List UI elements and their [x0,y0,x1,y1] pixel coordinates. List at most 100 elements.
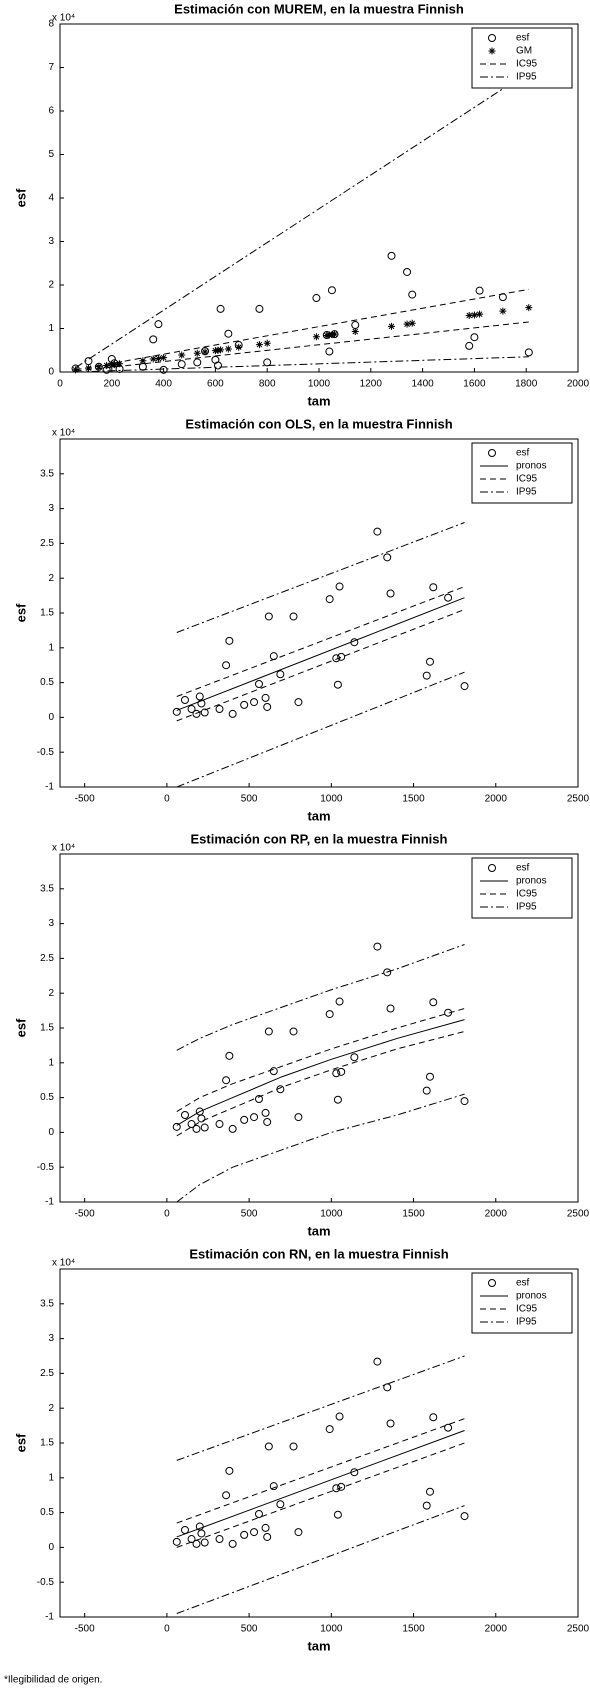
data-point [422,1086,431,1095]
y-tick-label: 3 [48,918,54,929]
y-axis-label: esf [13,1018,28,1037]
y-tick-label: -1 [45,782,54,793]
data-point [172,1537,181,1546]
y-tick-label: 3.5 [40,1298,54,1309]
x-tick-label: 0 [164,1624,170,1635]
data-point [426,657,434,666]
x-tick-label: 2000 [485,1624,508,1635]
x-tick-label: 1000 [320,1209,343,1220]
legend-label: IP95 [516,72,537,83]
data-point [373,942,382,951]
x-tick-label: 2500 [567,1209,590,1220]
x-tick-label: -500 [75,1209,95,1220]
y-tick-label: 2 [48,280,54,291]
data-point [387,251,396,260]
chart-title: Estimación con RN, en la muestra Finnish [189,1246,448,1261]
data-point [225,1466,234,1475]
data-point [154,355,162,363]
data-point [289,612,298,621]
data-point [139,357,147,365]
x-tick-label: 1500 [402,794,425,805]
data-point [200,1538,209,1547]
data-point [325,1010,334,1019]
data-point [325,347,334,356]
data-point [263,358,272,367]
y-tick-label: -0.5 [37,747,55,758]
data-point [250,1528,259,1537]
data-point [426,1072,434,1081]
chart-title: Estimación con OLS, en la muestra Finnis… [185,416,452,431]
x-tick-label: 2500 [567,1624,590,1635]
legend-marker [488,1279,496,1287]
data-point [216,304,225,313]
data-point [215,705,224,714]
y-tick-label: 2 [48,1403,54,1414]
data-point [159,365,168,374]
y-tick-label: 3.5 [40,883,54,894]
data-point [180,696,189,704]
lower-bound-line [176,1505,465,1614]
data-point [250,698,259,707]
data-point [429,998,438,1007]
data-point [408,290,417,299]
data-point [429,1413,438,1422]
legend-label: pronos [516,461,547,472]
legend: esf pronos IC95 IP95 [471,857,573,919]
y-tick-label: 7 [48,62,54,73]
data-point [294,1528,303,1537]
data-point [335,997,344,1006]
data-point [327,286,336,295]
chart-panel: Estimación con RN, en la muestra Finnish… [13,1246,589,1653]
y-tick-label: 1 [48,642,54,653]
x-axis-label: tam [307,1638,330,1653]
y-multiplier: x 10⁴ [52,843,75,854]
x-tick-label: 1000 [308,379,331,390]
data-point [222,1076,231,1085]
lower-bound-line [176,609,465,722]
data-point [261,1108,270,1117]
y-multiplier: x 10⁴ [52,1258,75,1269]
y-tick-label: 2 [48,988,54,999]
data-point [408,319,416,327]
data-point [335,582,344,591]
data-point [261,693,270,702]
data-point [254,679,263,688]
series-line [176,1418,465,1524]
x-tick-label: 2000 [485,794,508,805]
data-point [240,700,249,709]
legend-marker [488,47,496,55]
legend-label: GM [516,46,532,57]
data-point [200,708,209,717]
x-axis-label: tam [307,1223,330,1238]
x-tick-label: 1800 [515,379,538,390]
y-tick-label: 1.5 [40,1023,54,1034]
lower-bound-line [176,671,465,788]
y-tick-label: 2.5 [40,538,54,549]
legend-label: pronos [516,876,547,887]
data-point [187,705,196,714]
data-point [263,702,272,711]
data-point [470,311,478,319]
data-point [264,612,273,621]
data-point [294,698,303,707]
x-tick-label: 0 [57,379,63,390]
y-tick-label: 3 [48,503,54,514]
legend-label: esf [516,33,530,44]
x-tick-label: 1500 [402,1624,425,1635]
y-tick-label: 5 [48,149,54,160]
series-line [176,944,465,1051]
data-point [388,322,396,330]
data-point [383,968,392,977]
data-point [460,1097,469,1106]
data-point [197,699,206,708]
series-line [176,597,465,711]
y-tick-label: 1 [48,1057,54,1068]
y-tick-label: 0.5 [40,1092,54,1103]
data-point [350,1053,359,1062]
data-point [351,328,359,336]
data-point [264,1027,273,1036]
x-tick-label: 2000 [567,379,590,390]
series-line [75,288,529,371]
x-tick-label: 1000 [320,794,343,805]
